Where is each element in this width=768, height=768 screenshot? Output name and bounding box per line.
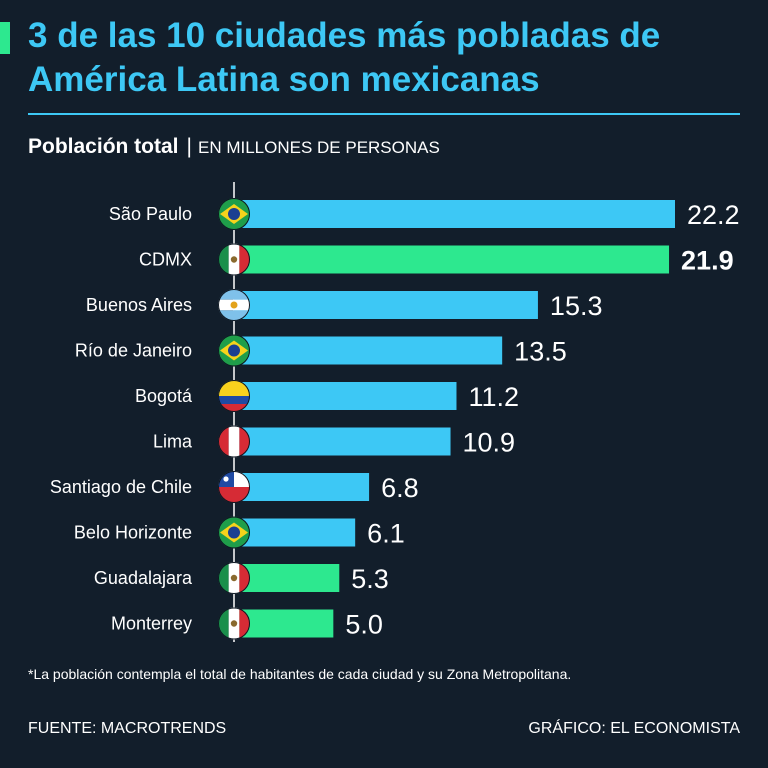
value-label: 6.1: [367, 519, 405, 549]
bar-row: CDMX 21.9: [139, 243, 734, 276]
bar-row: Monterrey 5.0: [111, 607, 383, 640]
value-label: 5.0: [345, 610, 383, 640]
bar-row: São Paulo 22.2: [109, 198, 740, 230]
category-label: Monterrey: [111, 614, 192, 634]
title-accent-bar: [0, 22, 10, 54]
source-credit: FUENTE: MACROTRENDS: [28, 720, 227, 737]
graphic-credit: GRÁFICO: EL ECONOMISTA: [528, 720, 740, 737]
bar-row: Lima 10.9: [153, 425, 516, 458]
bar-row: Buenos Aires 15.3: [86, 289, 603, 321]
subtitle-unit: EN MILLONES DE PERSONAS: [197, 138, 440, 157]
bar-row: Belo Horizonte 6.1: [74, 516, 405, 549]
category-label: Guadalajara: [94, 568, 193, 588]
bar: [234, 336, 503, 365]
bar: [234, 382, 457, 410]
category-label: Río de Janeiro: [75, 341, 192, 361]
subtitle-separator: |: [186, 135, 192, 158]
title-divider: [28, 113, 740, 115]
category-label: Lima: [153, 432, 193, 452]
mexico-flag-icon: [218, 562, 250, 594]
bar: [234, 609, 334, 638]
bar: [234, 518, 356, 547]
colombia-flag-icon: [218, 380, 250, 412]
subtitle-measure: Población total: [28, 135, 179, 158]
value-label: 5.3: [351, 564, 389, 594]
bar-row: Río de Janeiro 13.5: [75, 334, 567, 367]
category-label: São Paulo: [109, 204, 192, 224]
chart-subtitle: Población total | EN MILLONES DE PERSONAS: [28, 133, 440, 162]
value-label: 22.2: [687, 200, 740, 230]
bar: [234, 200, 675, 228]
argentina-flag-icon: [218, 289, 250, 321]
category-label: Buenos Aires: [86, 295, 192, 315]
page-title: 3 de las 10 ciudades más pobladas de Amé…: [28, 16, 661, 99]
bar-row: Bogotá 11.2: [135, 380, 519, 412]
bar: [234, 427, 451, 456]
bar: [234, 245, 670, 274]
category-label: Belo Horizonte: [74, 523, 192, 543]
bar: [234, 564, 340, 592]
bar: [234, 473, 370, 501]
footnote: *La población contempla el total de habi…: [28, 666, 572, 682]
mexico-flag-icon: [218, 607, 250, 640]
bar: [234, 291, 538, 319]
value-label: 11.2: [468, 382, 519, 412]
category-label: Santiago de Chile: [50, 477, 192, 497]
bar-row: Guadalajara 5.3: [94, 562, 389, 594]
bar-chart: São Paulo 22.2 CDMX 21.9 Buenos Aires 15.3 Río…: [50, 182, 740, 642]
value-label: 21.9: [681, 246, 734, 276]
value-label: 10.9: [463, 428, 516, 458]
chile-flag-icon: [218, 471, 250, 503]
mexico-flag-icon: [218, 243, 250, 276]
value-label: 6.8: [381, 473, 419, 503]
category-label: Bogotá: [135, 386, 193, 406]
value-label: 15.3: [550, 291, 603, 321]
peru-flag-icon: [218, 425, 250, 458]
category-label: CDMX: [139, 250, 192, 270]
value-label: 13.5: [514, 337, 567, 367]
bar-row: Santiago de Chile 6.8: [50, 471, 419, 503]
